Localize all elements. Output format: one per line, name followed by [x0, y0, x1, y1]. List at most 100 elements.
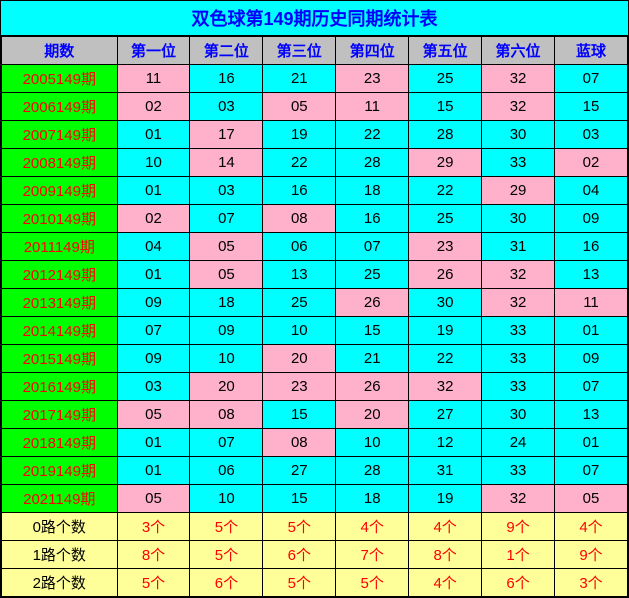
summary-cell: 5个	[263, 569, 336, 597]
number-cell: 11	[554, 289, 627, 317]
number-cell: 32	[482, 485, 555, 513]
number-cell: 10	[336, 429, 409, 457]
number-cell: 24	[482, 429, 555, 457]
number-cell: 29	[409, 149, 482, 177]
number-cell: 32	[482, 93, 555, 121]
data-table: 期数第一位第二位第三位第四位第五位第六位蓝球 2005149期111621232…	[1, 36, 628, 597]
period-cell: 2012149期	[2, 261, 118, 289]
summary-label: 0路个数	[2, 513, 118, 541]
summary-cell: 6个	[263, 541, 336, 569]
number-cell: 01	[554, 317, 627, 345]
period-cell: 2019149期	[2, 457, 118, 485]
number-cell: 07	[117, 317, 190, 345]
number-cell: 15	[554, 93, 627, 121]
table-row: 2015149期09102021223309	[2, 345, 628, 373]
period-cell: 2011149期	[2, 233, 118, 261]
number-cell: 11	[336, 93, 409, 121]
number-cell: 06	[263, 233, 336, 261]
number-cell: 14	[190, 149, 263, 177]
number-cell: 07	[336, 233, 409, 261]
number-cell: 26	[409, 261, 482, 289]
period-cell: 2010149期	[2, 205, 118, 233]
summary-cell: 4个	[554, 513, 627, 541]
number-cell: 33	[482, 317, 555, 345]
number-cell: 07	[554, 65, 627, 93]
number-cell: 15	[263, 401, 336, 429]
summary-cell: 5个	[117, 569, 190, 597]
header-pos-6: 第六位	[482, 37, 555, 65]
summary-cell: 4个	[336, 513, 409, 541]
number-cell: 19	[409, 317, 482, 345]
table-body: 2005149期111621232532072006149期0203051115…	[2, 65, 628, 513]
number-cell: 22	[409, 177, 482, 205]
summary-cell: 7个	[336, 541, 409, 569]
number-cell: 07	[190, 205, 263, 233]
period-cell: 2021149期	[2, 485, 118, 513]
header-pos-1: 第一位	[117, 37, 190, 65]
number-cell: 08	[263, 429, 336, 457]
table-row: 2010149期02070816253009	[2, 205, 628, 233]
number-cell: 18	[336, 177, 409, 205]
lottery-stats-table: 双色球第149期历史同期统计表 期数第一位第二位第三位第四位第五位第六位蓝球 2…	[0, 0, 629, 598]
period-cell: 2009149期	[2, 177, 118, 205]
number-cell: 21	[263, 65, 336, 93]
number-cell: 13	[554, 261, 627, 289]
number-cell: 26	[336, 289, 409, 317]
table-row: 2014149期07091015193301	[2, 317, 628, 345]
number-cell: 20	[336, 401, 409, 429]
number-cell: 01	[554, 429, 627, 457]
number-cell: 18	[336, 485, 409, 513]
number-cell: 27	[263, 457, 336, 485]
number-cell: 28	[336, 457, 409, 485]
number-cell: 05	[117, 485, 190, 513]
number-cell: 25	[263, 289, 336, 317]
table-row: 2005149期11162123253207	[2, 65, 628, 93]
summary-cell: 5个	[263, 513, 336, 541]
number-cell: 30	[482, 121, 555, 149]
number-cell: 32	[482, 289, 555, 317]
number-cell: 27	[409, 401, 482, 429]
number-cell: 31	[409, 457, 482, 485]
header-pos-3: 第三位	[263, 37, 336, 65]
summary-cell: 3个	[117, 513, 190, 541]
number-cell: 09	[117, 289, 190, 317]
table-row: 2012149期01051325263213	[2, 261, 628, 289]
number-cell: 09	[554, 345, 627, 373]
summary-cell: 8个	[409, 541, 482, 569]
number-cell: 18	[190, 289, 263, 317]
number-cell: 19	[409, 485, 482, 513]
table-header: 期数第一位第二位第三位第四位第五位第六位蓝球	[2, 37, 628, 65]
number-cell: 32	[409, 373, 482, 401]
number-cell: 01	[117, 261, 190, 289]
period-cell: 2016149期	[2, 373, 118, 401]
number-cell: 22	[409, 345, 482, 373]
number-cell: 15	[336, 317, 409, 345]
header-pos-2: 第二位	[190, 37, 263, 65]
number-cell: 07	[554, 457, 627, 485]
number-cell: 16	[336, 205, 409, 233]
summary-body: 0路个数3个5个5个4个4个9个4个1路个数8个5个6个7个8个1个9个2路个数…	[2, 513, 628, 597]
period-cell: 2013149期	[2, 289, 118, 317]
summary-cell: 3个	[554, 569, 627, 597]
number-cell: 28	[336, 149, 409, 177]
number-cell: 01	[117, 121, 190, 149]
table-row: 2019149期01062728313307	[2, 457, 628, 485]
number-cell: 01	[117, 429, 190, 457]
summary-row: 2路个数5个6个5个5个4个6个3个	[2, 569, 628, 597]
table-row: 2011149期04050607233116	[2, 233, 628, 261]
number-cell: 31	[482, 233, 555, 261]
header-pos-5: 第五位	[409, 37, 482, 65]
summary-row: 0路个数3个5个5个4个4个9个4个	[2, 513, 628, 541]
number-cell: 23	[336, 65, 409, 93]
number-cell: 26	[336, 373, 409, 401]
number-cell: 09	[117, 345, 190, 373]
number-cell: 02	[117, 205, 190, 233]
summary-cell: 6个	[190, 569, 263, 597]
number-cell: 33	[482, 345, 555, 373]
period-cell: 2018149期	[2, 429, 118, 457]
number-cell: 23	[409, 233, 482, 261]
table-row: 2021149期05101518193205	[2, 485, 628, 513]
number-cell: 05	[554, 485, 627, 513]
number-cell: 30	[482, 205, 555, 233]
number-cell: 07	[554, 373, 627, 401]
